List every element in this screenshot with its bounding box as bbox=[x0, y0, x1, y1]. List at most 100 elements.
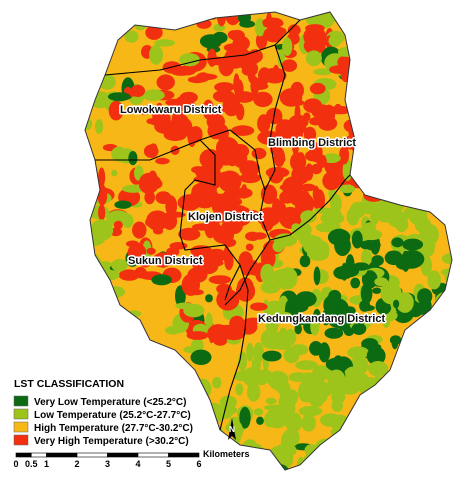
raster-patch bbox=[227, 156, 238, 167]
raster-patch bbox=[372, 287, 382, 294]
raster-patch bbox=[124, 30, 139, 43]
raster-patch bbox=[260, 248, 276, 269]
raster-patch bbox=[271, 331, 282, 340]
raster-patch bbox=[163, 129, 187, 141]
raster-patch bbox=[238, 251, 253, 270]
raster-patch bbox=[178, 118, 187, 129]
raster-patch bbox=[446, 254, 452, 262]
raster-patch bbox=[154, 39, 176, 47]
raster-patch bbox=[247, 382, 261, 402]
raster-patch bbox=[313, 266, 321, 286]
scale-tick-label: 5 bbox=[166, 459, 171, 469]
raster-patch bbox=[323, 294, 343, 316]
legend-label: High Temperature (27.7°C-30.2°C) bbox=[34, 423, 193, 434]
raster-patch bbox=[134, 267, 147, 279]
raster-patch bbox=[217, 252, 225, 259]
raster-patch bbox=[141, 89, 165, 101]
raster-patch bbox=[146, 247, 156, 255]
raster-patch bbox=[308, 345, 320, 353]
district-label: Sukun District bbox=[128, 255, 203, 267]
raster-patch bbox=[207, 48, 217, 67]
raster-patch bbox=[233, 370, 254, 382]
raster-patch bbox=[314, 189, 326, 212]
raster-patch bbox=[393, 299, 400, 309]
raster-patch bbox=[222, 238, 237, 248]
raster-patch bbox=[359, 373, 370, 388]
raster-patch bbox=[146, 210, 169, 231]
raster-patch bbox=[300, 372, 316, 384]
raster-patch bbox=[245, 231, 260, 241]
raster-patch bbox=[144, 190, 155, 205]
raster-patch bbox=[368, 361, 389, 377]
raster-patch bbox=[187, 127, 203, 144]
raster-patch bbox=[294, 323, 302, 335]
scale-segment bbox=[107, 452, 139, 458]
raster-patch bbox=[299, 255, 311, 268]
raster-patch bbox=[361, 270, 378, 289]
raster-patch bbox=[282, 428, 300, 447]
raster-patch bbox=[127, 243, 147, 262]
raster-patch bbox=[114, 200, 132, 209]
raster-patch bbox=[334, 103, 342, 113]
raster-patch bbox=[98, 167, 106, 188]
raster-patch bbox=[351, 322, 367, 335]
raster-patch bbox=[214, 82, 235, 93]
raster-patch bbox=[199, 34, 222, 49]
raster-patch bbox=[310, 389, 328, 404]
raster-patch bbox=[325, 357, 349, 372]
raster-patch bbox=[279, 312, 293, 322]
raster-patch bbox=[267, 370, 289, 389]
raster-patch bbox=[301, 414, 317, 432]
raster-patch bbox=[298, 406, 323, 417]
district-label: Lowokwaru District bbox=[120, 104, 222, 116]
raster-patch bbox=[396, 292, 414, 313]
north-arrow: N bbox=[228, 418, 236, 440]
raster-patch bbox=[309, 82, 326, 95]
raster-patch bbox=[318, 342, 331, 363]
raster-patch bbox=[111, 146, 127, 162]
raster-patch bbox=[223, 245, 230, 265]
raster-patch bbox=[245, 243, 254, 251]
raster-patch bbox=[138, 172, 159, 194]
raster-patch bbox=[281, 59, 298, 72]
raster-patch bbox=[322, 153, 341, 164]
raster-patch bbox=[427, 270, 442, 290]
raster-patch bbox=[241, 207, 250, 217]
raster-patch bbox=[283, 347, 300, 364]
scale-segment bbox=[30, 452, 47, 458]
raster-patch bbox=[216, 104, 224, 112]
raster-patch bbox=[303, 98, 323, 113]
raster-patch bbox=[94, 119, 104, 135]
raster-patch bbox=[113, 220, 123, 230]
raster-patch bbox=[197, 258, 219, 275]
raster-patch bbox=[253, 408, 264, 416]
raster-patch bbox=[366, 346, 386, 366]
raster-patch bbox=[341, 262, 348, 281]
raster-patch bbox=[218, 170, 242, 193]
raster-patch bbox=[280, 400, 296, 416]
raster-patch bbox=[329, 191, 337, 204]
raster-patch bbox=[231, 144, 250, 159]
raster-patch bbox=[146, 118, 157, 125]
raster-patch bbox=[417, 288, 433, 305]
boundary bbox=[199, 129, 266, 191]
raster-patch bbox=[305, 24, 325, 33]
district-boundaries bbox=[95, 19, 351, 431]
raster-patch bbox=[111, 259, 128, 272]
scale-segment bbox=[46, 452, 78, 458]
raster-patch bbox=[251, 356, 261, 373]
raster-patch bbox=[240, 184, 248, 199]
raster-patch bbox=[181, 273, 200, 296]
raster-patch bbox=[265, 397, 277, 405]
boundary bbox=[95, 139, 241, 301]
raster-patch bbox=[221, 218, 243, 235]
raster-patch bbox=[359, 300, 371, 312]
north-arrow-shape bbox=[228, 418, 236, 440]
scale-tick-label: 6 bbox=[196, 459, 201, 469]
raster-patch bbox=[183, 303, 205, 318]
raster-patch bbox=[239, 172, 261, 184]
raster-patch bbox=[132, 221, 147, 239]
raster-patch bbox=[260, 263, 275, 285]
north-label: N bbox=[229, 425, 235, 434]
